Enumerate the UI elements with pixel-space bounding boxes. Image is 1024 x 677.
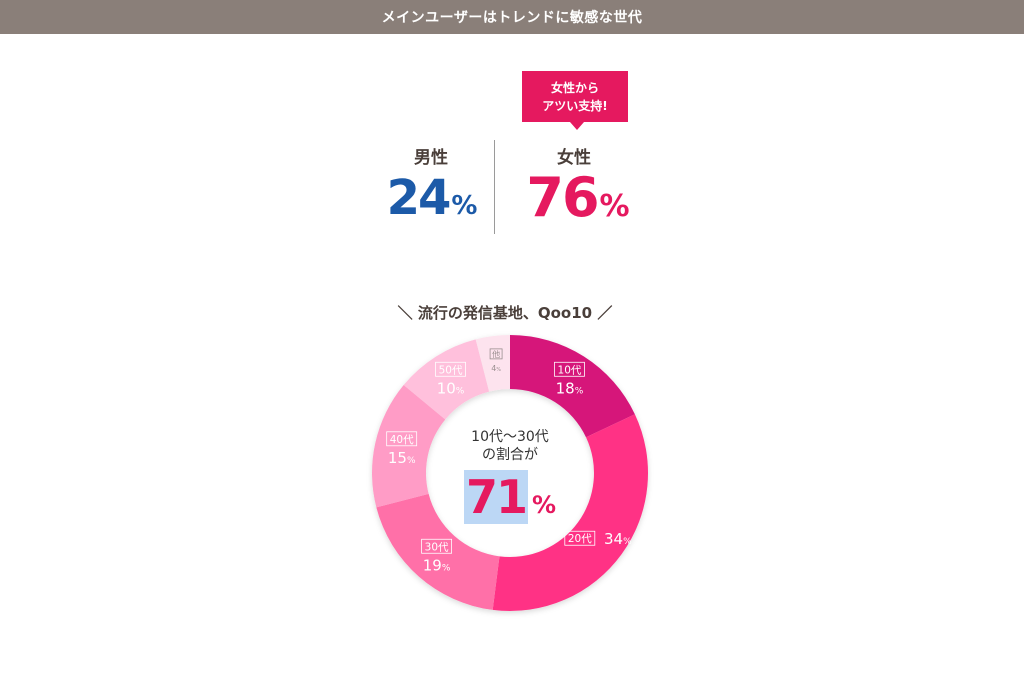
male-value: 24 bbox=[386, 170, 452, 226]
female-unit: % bbox=[599, 189, 630, 224]
slice-value-0: 18% bbox=[556, 379, 584, 397]
donut-center-value: 71% bbox=[440, 470, 580, 524]
male-percentage: 24% bbox=[352, 168, 512, 239]
slice-category-3: 40代 bbox=[390, 434, 414, 446]
male-unit: % bbox=[451, 191, 478, 221]
page-header: メインユーザーはトレンドに敏感な世代 bbox=[0, 0, 1024, 34]
slice-category-5: 他 bbox=[492, 349, 500, 359]
slice-value-2: 19% bbox=[423, 556, 451, 574]
chart-title: ＼ 流行の発信基地、Qoo10 ／ bbox=[397, 304, 613, 322]
slice-category-box-0 bbox=[554, 361, 585, 377]
header-title: メインユーザーはトレンドに敏感な世代 bbox=[381, 10, 643, 26]
donut-slice-2 bbox=[376, 493, 500, 610]
slice-category-1: 20代 bbox=[568, 533, 592, 545]
female-support-callout: 女性から アツい支持! bbox=[522, 71, 628, 130]
slice-value-1: 34% bbox=[604, 530, 632, 548]
slice-value-5: 4% bbox=[491, 364, 501, 373]
center-unit: % bbox=[531, 491, 557, 519]
slice-category-0: 10代 bbox=[558, 364, 582, 376]
slice-value-4: 10% bbox=[437, 379, 465, 397]
slice-category-box-3 bbox=[386, 431, 418, 447]
slice-category-box-2 bbox=[421, 538, 452, 554]
slice-category-4: 50代 bbox=[439, 364, 463, 376]
slice-category-box-4 bbox=[435, 361, 466, 377]
donut-slice-4 bbox=[403, 339, 490, 420]
slice-category-box-5 bbox=[489, 348, 503, 360]
donut-slice-0 bbox=[510, 335, 635, 438]
slice-value-3: 15% bbox=[388, 449, 416, 467]
donut-slice-1 bbox=[492, 414, 648, 611]
callout-line2: アツい支持! bbox=[542, 98, 608, 113]
donut-center-caption: 10代〜30代 の割合が bbox=[430, 428, 590, 464]
slice-label-5: 他 4% bbox=[489, 348, 503, 373]
female-value: 76 bbox=[526, 166, 599, 229]
center-line2: の割合が bbox=[482, 447, 538, 463]
slice-category-box-1 bbox=[564, 530, 596, 546]
center-line1: 10代〜30代 bbox=[471, 429, 549, 445]
female-percentage: 76% bbox=[498, 168, 658, 241]
female-label: 女性 bbox=[557, 148, 591, 168]
center-number: 71 bbox=[463, 470, 528, 524]
gender-divider bbox=[494, 140, 495, 234]
male-label: 男性 bbox=[414, 148, 448, 168]
slice-label-1: 20代 34% bbox=[564, 530, 632, 548]
slice-category-2: 30代 bbox=[425, 541, 449, 553]
callout-line1: 女性から bbox=[550, 80, 599, 95]
